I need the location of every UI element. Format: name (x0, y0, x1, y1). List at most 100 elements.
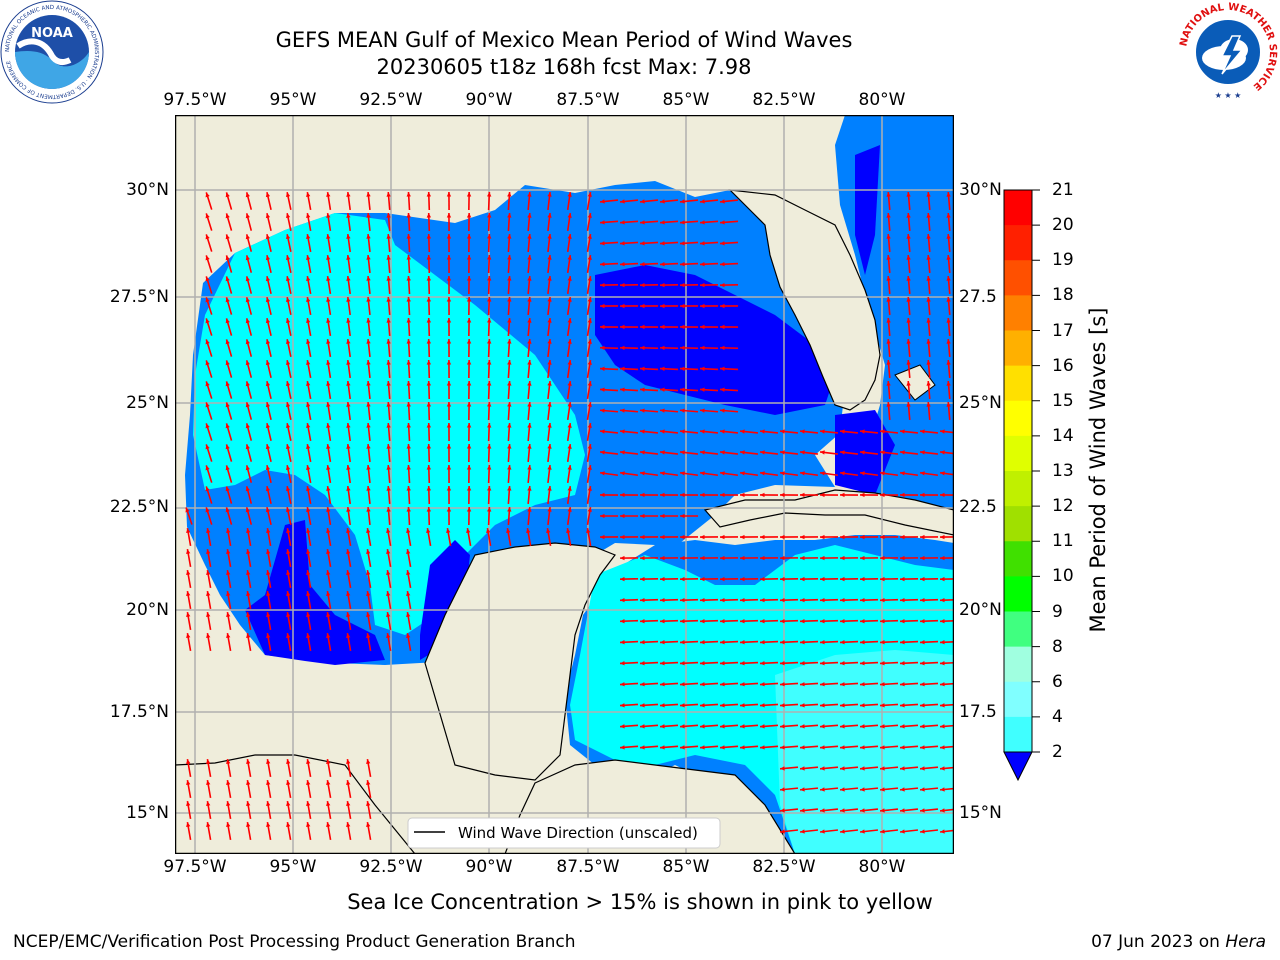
wind-wave-arrowhead (886, 339, 891, 344)
wind-wave-arrowhead (547, 339, 552, 344)
wind-wave-arrowhead (620, 703, 625, 708)
wind-wave-arrowhead (366, 297, 371, 302)
wind-wave-arrowhead (600, 324, 605, 330)
wind-wave-arrowhead (620, 220, 625, 225)
wind-wave-arrowhead (406, 297, 411, 302)
wind-wave-arrowhead (266, 549, 271, 554)
wind-wave-arrowhead (326, 423, 331, 428)
wind-wave-arrowhead (820, 618, 825, 624)
wind-wave-arrowhead (946, 402, 951, 407)
land-cuba (703, 489, 954, 536)
wind-wave-arrowhead (245, 360, 250, 366)
wind-wave-arrowhead (700, 682, 705, 687)
wind-wave-arrowhead (660, 682, 665, 687)
wind-wave-arrowhead (265, 360, 271, 366)
noaa-logo-text: NOAA (31, 26, 73, 41)
wind-wave-arrowhead (680, 724, 685, 729)
wind-wave-arrowhead (225, 255, 230, 261)
wind-wave-arrowhead (900, 534, 905, 540)
wind-wave-arrowhead (466, 402, 472, 407)
wind-wave-arrowhead (840, 471, 845, 476)
wind-wave-arrowhead (720, 220, 725, 225)
wind-wave-arrowhead (426, 381, 432, 386)
land-bahamas (894, 364, 936, 401)
wind-wave-arrowhead (567, 423, 572, 428)
wind-wave-arrowhead (906, 381, 911, 386)
wind-wave-arrowhead (760, 492, 765, 498)
lat-label-right: 25°N (959, 393, 1002, 413)
wind-wave-arrowhead (660, 661, 665, 666)
wind-wave-arrowhead (286, 801, 291, 806)
wind-wave-arrowhead (880, 534, 885, 540)
wind-wave-arrowhead (800, 576, 805, 582)
wind-wave-arrowhead (346, 528, 351, 533)
wind-wave-arrowhead (660, 703, 665, 708)
wind-wave-arrowhead (266, 822, 271, 827)
wind-wave-arrowhead (246, 570, 251, 575)
wind-wave-arrowhead (660, 724, 665, 729)
wind-wave-arrowhead (587, 297, 592, 302)
wind-wave-arrowhead (926, 318, 931, 323)
wind-wave-arrowhead (366, 192, 371, 197)
wind-wave-arrowhead (640, 408, 645, 413)
wind-wave-arrowhead (186, 801, 191, 806)
wind-wave-arrowhead (285, 234, 291, 240)
wind-wave-arrowhead (366, 276, 371, 281)
wind-wave-arrowhead (920, 618, 925, 624)
wind-wave-arrowhead (900, 724, 905, 729)
wind-wave-arrowhead (700, 429, 705, 434)
lat-label-left: 17.5°N (109, 702, 169, 722)
wind-wave-arrowhead (940, 492, 945, 498)
wind-wave-arrowhead (366, 570, 371, 575)
wind-wave-arrowhead (840, 450, 845, 455)
wind-wave-arrowhead (226, 780, 231, 785)
wind-wave-arrowhead (547, 381, 552, 386)
wind-wave-arrowhead (346, 423, 351, 428)
wind-wave-arrowhead (587, 213, 592, 218)
wind-wave-arrowhead (386, 381, 391, 386)
wind-wave-arrowhead (406, 570, 411, 575)
wind-wave-arrowhead (820, 471, 825, 476)
wind-wave-arrowhead (547, 192, 552, 197)
wind-wave-arrowhead (446, 339, 452, 344)
wind-wave-arrowhead (386, 213, 391, 218)
wind-wave-arrowhead (920, 703, 925, 708)
wind-wave-arrowhead (880, 829, 885, 834)
colorbar-tick-label: 18 (1052, 285, 1074, 306)
wind-wave-arrowhead (205, 213, 210, 219)
land-west-mexico-south (175, 754, 416, 854)
wind-wave-arrowhead (206, 612, 211, 617)
wind-wave-arrowhead (660, 324, 665, 330)
wind-wave-arrowhead (446, 318, 452, 323)
wind-wave-arrowhead (346, 444, 351, 449)
wind-wave-arrowhead (660, 513, 665, 519)
wind-wave-arrowhead (587, 507, 592, 512)
wind-wave-arrowhead (386, 528, 391, 533)
wind-wave-arrowhead (660, 262, 665, 267)
wind-wave-arrowhead (880, 640, 885, 645)
wind-wave-arrowhead (600, 387, 605, 392)
lat-label-right: 27.5 (959, 287, 997, 307)
wind-wave-arrowhead (326, 213, 331, 218)
wind-wave-arrowhead (906, 360, 911, 365)
wind-wave-arrowhead (840, 682, 845, 687)
wind-wave-arrowhead (920, 597, 925, 603)
wind-wave-arrowhead (720, 282, 725, 288)
wind-wave-arrowhead (426, 276, 432, 281)
wind-wave-arrowhead (700, 618, 705, 624)
wind-wave-arrowhead (246, 801, 251, 806)
wind-wave-arrowhead (205, 234, 210, 240)
colorbar-tick-label: 17 (1052, 320, 1074, 341)
wind-wave-arrowhead (620, 597, 625, 603)
wind-wave-arrowhead (487, 465, 492, 470)
wind-wave-arrowhead (406, 276, 411, 281)
wind-wave-arrowhead (680, 220, 685, 225)
wind-wave-arrowhead (386, 360, 391, 365)
wind-wave-arrowhead (820, 429, 825, 434)
wind-wave-arrowhead (426, 297, 432, 302)
wind-wave-arrowhead (386, 549, 391, 554)
wind-wave-arrowhead (680, 262, 685, 267)
wind-wave-arrowhead (206, 780, 211, 785)
wind-wave-arrowhead (700, 345, 705, 351)
wind-wave-arrowhead (285, 402, 291, 408)
